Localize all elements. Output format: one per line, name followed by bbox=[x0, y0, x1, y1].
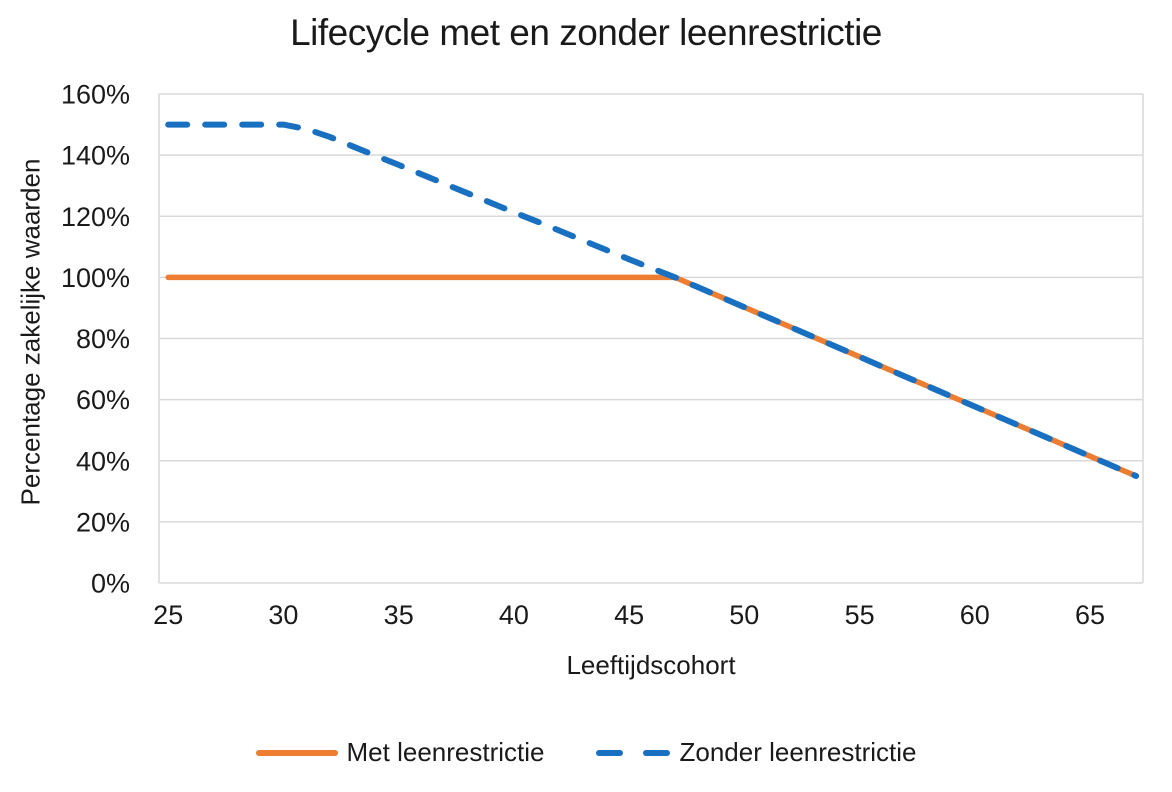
series-line-1 bbox=[165, 121, 1140, 479]
legend-dash-segment bbox=[596, 749, 624, 756]
x-tick-label: 65 bbox=[1075, 600, 1105, 630]
y-tick-label: 60% bbox=[76, 385, 130, 415]
y-axis-title: Percentage zakelijke waarden bbox=[15, 158, 46, 506]
y-tick-label: 100% bbox=[61, 263, 130, 293]
legend-dash-segment bbox=[643, 749, 671, 756]
legend: Met leenrestrictie Zonder leenrestrictie bbox=[0, 737, 1172, 768]
x-tick-label: 50 bbox=[729, 600, 759, 630]
x-tick-label: 60 bbox=[960, 600, 990, 630]
x-tick-label: 40 bbox=[499, 600, 529, 630]
y-tick-label: 160% bbox=[61, 80, 130, 110]
legend-swatch-solid-line bbox=[255, 749, 338, 756]
y-tick-label: 0% bbox=[91, 569, 130, 599]
y-tick-label: 80% bbox=[76, 324, 130, 354]
y-tick-label: 40% bbox=[76, 446, 130, 476]
legend-item-met-leenrestrictie: Met leenrestrictie bbox=[255, 737, 545, 768]
y-tick-label: 20% bbox=[76, 507, 130, 537]
legend-label-met-leenrestrictie: Met leenrestrictie bbox=[346, 737, 545, 767]
x-axis-title: Leeftijdscohort bbox=[566, 650, 736, 680]
series-line-0 bbox=[165, 274, 1139, 479]
legend-item-zonder-leenrestrictie: Zonder leenrestrictie bbox=[596, 737, 916, 768]
chart-title: Lifecycle met en zonder leenrestrictie bbox=[290, 12, 882, 53]
y-tick-label: 140% bbox=[61, 141, 130, 171]
legend-swatch-dashed-line bbox=[596, 749, 671, 756]
y-tick-label: 120% bbox=[61, 202, 130, 232]
x-tick-label: 35 bbox=[384, 600, 414, 630]
legend-label-zonder-leenrestrictie: Zonder leenrestrictie bbox=[679, 737, 917, 767]
x-tick-label: 25 bbox=[153, 600, 183, 630]
x-tick-label: 55 bbox=[845, 600, 875, 630]
x-tick-label: 30 bbox=[268, 600, 298, 630]
x-tick-label: 45 bbox=[614, 600, 644, 630]
